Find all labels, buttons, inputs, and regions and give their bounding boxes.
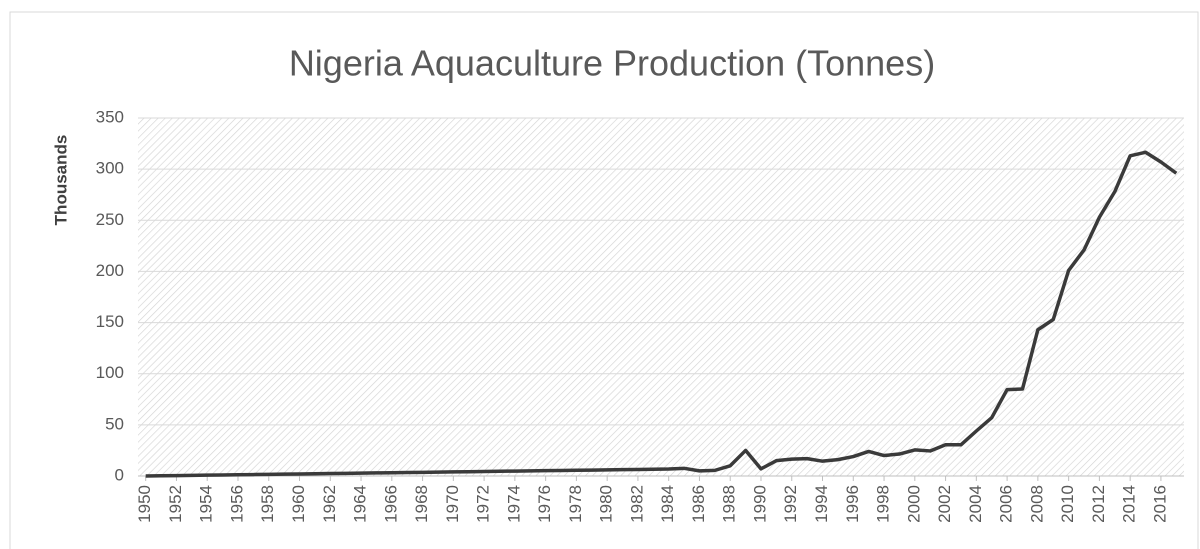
x-tick-label: 2012	[1089, 485, 1108, 523]
x-tick-label: 2014	[1120, 485, 1139, 523]
x-tick-label: 2000	[904, 485, 923, 523]
x-tick-label: 2008	[1027, 485, 1046, 523]
x-tick-label: 1966	[381, 485, 400, 523]
x-tick-label: 1954	[197, 485, 216, 523]
y-tick-label: 350	[96, 107, 124, 126]
y-tick-label: 0	[115, 465, 124, 484]
x-tick-label: 1952	[166, 485, 185, 523]
y-tick-label: 300	[96, 159, 124, 178]
x-tick-label: 1976	[535, 485, 554, 523]
x-tick-label: 1980	[597, 485, 616, 523]
x-tick-label: 1984	[658, 485, 677, 523]
y-tick-label: 150	[96, 312, 124, 331]
x-tick-label: 1986	[689, 485, 708, 523]
x-tick-label: 2002	[935, 485, 954, 523]
x-tick-label: 1962	[320, 485, 339, 523]
x-tick-label: 1996	[843, 485, 862, 523]
x-tick-label: 1950	[135, 485, 154, 523]
x-tick-label: 1998	[874, 485, 893, 523]
y-tick-label: 50	[105, 414, 124, 433]
x-tick-label: 2006	[997, 485, 1016, 523]
plot-area	[138, 118, 1184, 476]
x-tick-label: 1972	[474, 485, 493, 523]
x-tick-label: 2004	[966, 485, 985, 523]
data-line	[145, 150, 1178, 478]
x-tick-label: 2016	[1150, 485, 1169, 523]
x-tick-label: 1992	[781, 485, 800, 523]
chart-frame	[9, 11, 1199, 549]
x-tick-label: 1974	[504, 485, 523, 523]
chart-title: Nigeria Aquaculture Production (Tonnes)	[289, 43, 935, 84]
y-tick-label: 250	[96, 210, 124, 229]
x-tick-label: 1988	[720, 485, 739, 523]
x-tick-label: 1956	[227, 485, 246, 523]
x-tick-label: 1964	[351, 485, 370, 523]
x-tick-label: 2010	[1058, 485, 1077, 523]
y-tick-label: 200	[96, 261, 124, 280]
x-tick-label: 1982	[627, 485, 646, 523]
x-tick-label: 1978	[566, 485, 585, 523]
y-axis-label: Thousands	[51, 135, 70, 226]
y-tick-label: 100	[96, 363, 124, 382]
x-tick-label: 1960	[289, 485, 308, 523]
x-tick-label: 1958	[258, 485, 277, 523]
x-tick-label: 1970	[443, 485, 462, 523]
x-tick-label: 1994	[812, 485, 831, 523]
x-tick-label: 1968	[412, 485, 431, 523]
x-tick-label: 1990	[750, 485, 769, 523]
